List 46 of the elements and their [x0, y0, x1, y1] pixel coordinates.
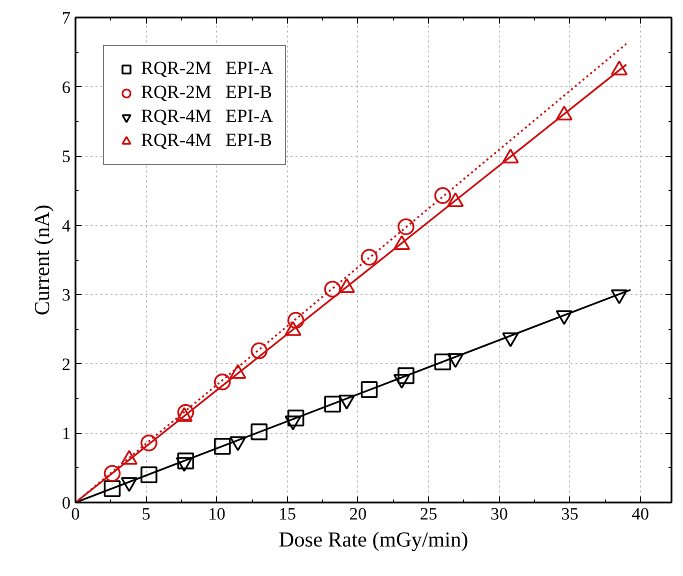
x-axis-title: Dose Rate (mGy/min)	[278, 528, 468, 552]
point	[214, 438, 231, 455]
y-tick-label: 1	[62, 424, 71, 444]
x-tick-label: 25	[420, 504, 438, 524]
point	[447, 192, 464, 208]
y-tick-label: 7	[62, 8, 71, 28]
point	[393, 235, 410, 250]
x-tick-label: 40	[632, 504, 650, 524]
point	[177, 404, 194, 421]
y-tick-label: 6	[62, 78, 71, 97]
point	[104, 465, 121, 482]
x-tick-label: 35	[561, 504, 578, 524]
y-tick-label: 2	[62, 354, 71, 374]
x-tick-label: 20	[349, 504, 367, 524]
y-tick-label: 4	[62, 216, 71, 236]
y-tick-label: 3	[62, 286, 71, 305]
point	[177, 452, 194, 470]
point	[140, 466, 158, 484]
y-axis-title: Current (nA)	[30, 204, 54, 316]
point	[104, 480, 121, 498]
point	[360, 248, 378, 266]
y-tick-label: 5	[62, 147, 71, 166]
point	[324, 280, 341, 298]
point	[398, 218, 414, 236]
point	[250, 423, 268, 440]
point	[287, 410, 304, 426]
x-tick-label: 5	[142, 504, 150, 524]
point	[214, 374, 231, 390]
point	[360, 381, 378, 398]
point	[502, 148, 519, 164]
legend-label: RQR-4M EPI-B	[141, 130, 272, 152]
x-tick-label: 15	[278, 504, 296, 524]
point	[434, 353, 452, 370]
point	[140, 434, 158, 452]
x-tick-label: 30	[490, 504, 508, 524]
legend-label: RQR-2M EPI-B	[141, 82, 272, 104]
point	[398, 367, 414, 384]
x-tick-label: 10	[208, 504, 226, 524]
legend-label: RQR-2M EPI-A	[141, 58, 274, 80]
point	[610, 60, 628, 76]
point	[287, 312, 304, 329]
point	[324, 396, 341, 413]
legend-label: RQR-4M EPI-A	[141, 106, 274, 128]
point	[250, 342, 268, 360]
point	[556, 106, 573, 120]
point	[434, 187, 452, 204]
